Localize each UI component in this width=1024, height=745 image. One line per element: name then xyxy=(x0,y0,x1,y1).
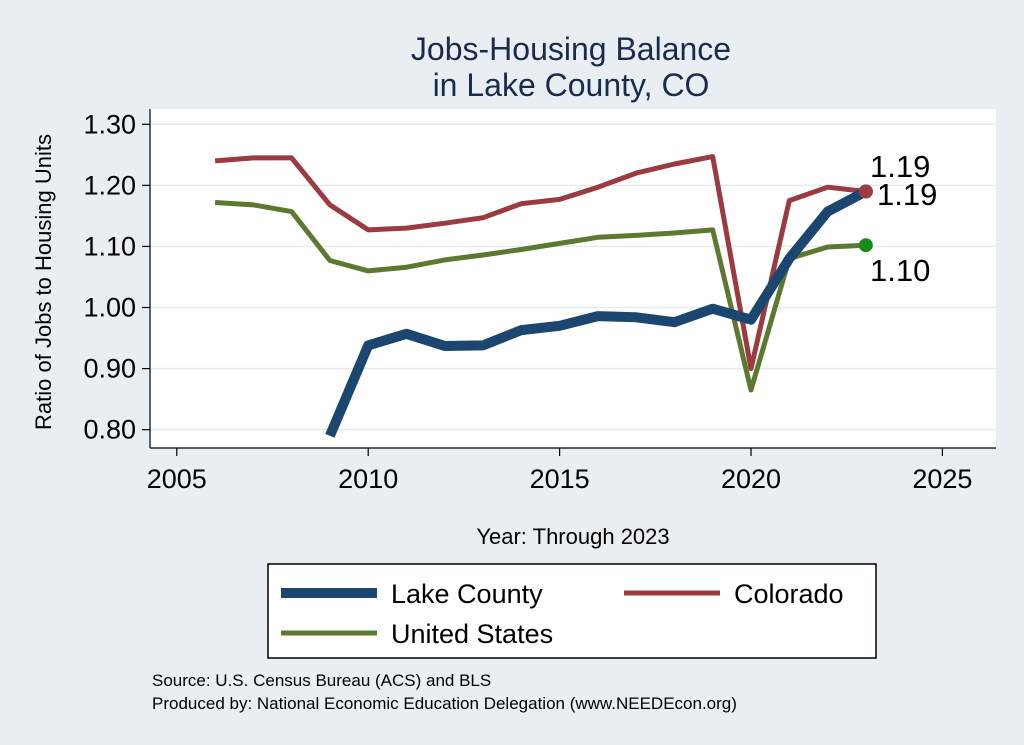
x-tick-label: 2005 xyxy=(147,464,207,494)
y-tick-label: 1.20 xyxy=(83,170,136,200)
legend-box xyxy=(267,563,877,659)
source-note: Source: U.S. Census Bureau (ACS) and BLS xyxy=(152,671,491,690)
y-tick-label: 1.10 xyxy=(83,231,136,261)
x-tick-label: 2015 xyxy=(530,464,590,494)
x-axis-label: Year: Through 2023 xyxy=(476,524,669,549)
end-marker-layer xyxy=(858,184,873,253)
y-tick-label: 0.90 xyxy=(83,354,136,384)
series-line-colorado xyxy=(214,154,867,372)
legend-label-united-states: United States xyxy=(391,619,553,649)
legend-label-colorado: Colorado xyxy=(734,579,844,609)
series-line-united-states xyxy=(214,200,866,393)
y-tick-label: 1.30 xyxy=(83,109,136,139)
y-tick-label: 1.00 xyxy=(83,293,136,323)
chart-title-line-2: in Lake County, CO xyxy=(433,67,710,103)
chart-title-line-1: Jobs-Housing Balance xyxy=(411,31,731,67)
grid-lines xyxy=(150,123,996,431)
end-label-lake-county: 1.19 xyxy=(870,149,930,184)
legend: Lake County Colorado United States xyxy=(267,563,877,659)
producer-note: Produced by: National Economic Education… xyxy=(152,694,737,713)
end-marker-colorado xyxy=(858,184,873,199)
plot-area xyxy=(150,109,996,448)
legend-label-lake-county: Lake County xyxy=(391,579,543,609)
y-tick-label: 0.80 xyxy=(83,415,136,445)
end-marker-united-states xyxy=(858,238,873,253)
end-label-united-states: 1.10 xyxy=(870,253,930,288)
x-tick-label: 2010 xyxy=(338,464,398,494)
x-tick-label: 2020 xyxy=(721,464,781,494)
end-label-colorado: 1.19 xyxy=(877,177,937,212)
series-line-lake-county xyxy=(325,187,869,438)
y-axis-label: Ratio of Jobs to Housing Units xyxy=(31,134,56,430)
series-layer xyxy=(214,154,869,438)
x-tick-label: 2025 xyxy=(912,464,972,494)
axes: 0.80 0.90 1.00 1.10 1.20 1.30 2005 2010 2015 2020… xyxy=(83,109,996,494)
